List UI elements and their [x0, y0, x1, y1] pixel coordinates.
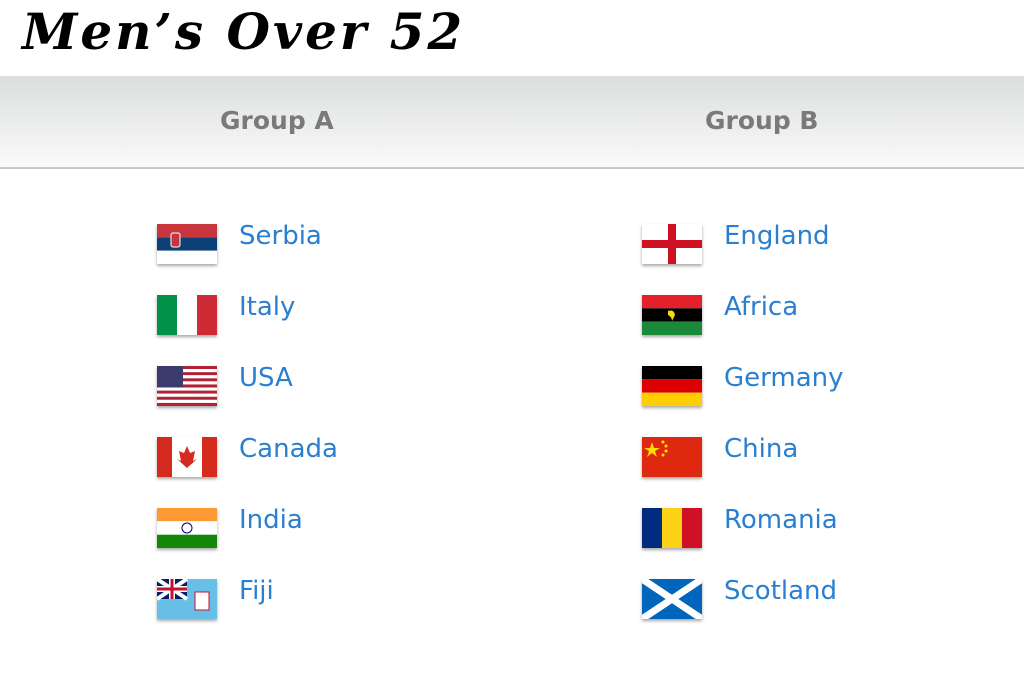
group-b-list: England Africa Germany China Romania Scotland [642, 220, 844, 646]
team-item-fiji[interactable]: Fiji [157, 575, 338, 646]
page-title: Men’s Over 52 [22, 2, 466, 61]
team-link[interactable]: Serbia [239, 221, 322, 251]
team-link[interactable]: Romania [724, 505, 838, 535]
team-item-africa[interactable]: Africa [642, 291, 844, 362]
italy-flag-icon [157, 295, 217, 335]
team-link[interactable]: Canada [239, 434, 338, 464]
team-link[interactable]: Africa [724, 292, 799, 322]
team-item-canada[interactable]: Canada [157, 433, 338, 504]
team-item-england[interactable]: England [642, 220, 844, 291]
china-flag-icon [642, 437, 702, 477]
team-link[interactable]: Fiji [239, 576, 274, 606]
team-link[interactable]: India [239, 505, 303, 535]
group-a-header: Group A [220, 106, 334, 135]
biafra-flag-icon [642, 295, 702, 335]
fiji-flag-icon [157, 579, 217, 619]
team-link[interactable]: England [724, 221, 830, 251]
team-link[interactable]: Scotland [724, 576, 838, 606]
group-b-header: Group B [705, 106, 819, 135]
group-a-list: Serbia Italy USA Canada India Fiji [157, 220, 338, 646]
usa-flag-icon [157, 366, 217, 406]
serbia-flag-icon [157, 224, 217, 264]
team-link[interactable]: Germany [724, 363, 844, 393]
team-link[interactable]: China [724, 434, 799, 464]
team-link[interactable]: Italy [239, 292, 296, 322]
team-item-germany[interactable]: Germany [642, 362, 844, 433]
team-item-usa[interactable]: USA [157, 362, 338, 433]
group-header-bar: Group A Group B [0, 76, 1024, 169]
scotland-flag-icon [642, 579, 702, 619]
team-item-italy[interactable]: Italy [157, 291, 338, 362]
team-item-romania[interactable]: Romania [642, 504, 844, 575]
england-flag-icon [642, 224, 702, 264]
germany-flag-icon [642, 366, 702, 406]
romania-flag-icon [642, 508, 702, 548]
team-item-scotland[interactable]: Scotland [642, 575, 844, 646]
canada-flag-icon [157, 437, 217, 477]
team-item-india[interactable]: India [157, 504, 338, 575]
india-flag-icon [157, 508, 217, 548]
team-item-china[interactable]: China [642, 433, 844, 504]
team-item-serbia[interactable]: Serbia [157, 220, 338, 291]
team-link[interactable]: USA [239, 363, 293, 393]
